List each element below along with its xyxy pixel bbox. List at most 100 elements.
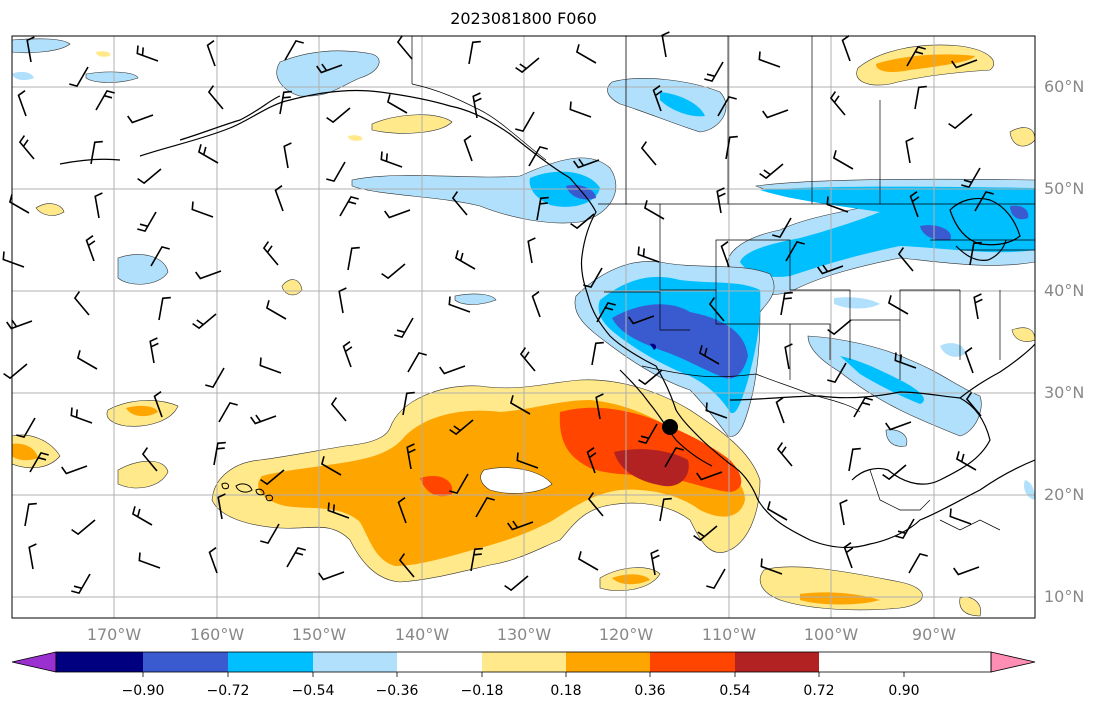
wind-barb (18, 135, 35, 160)
wind-barb (61, 465, 88, 475)
colorbar-min-extension (11, 651, 57, 673)
wind-barb (330, 397, 347, 422)
wind-barb (776, 442, 793, 467)
lon-label-90w: 90°W (911, 625, 957, 644)
wind-barb (516, 452, 539, 469)
wind-barb (195, 270, 222, 280)
wind-barb (698, 345, 720, 365)
colorbar-segment (566, 652, 650, 672)
wind-barb (2, 251, 25, 268)
colorbar-tick-label: 0.36 (634, 683, 666, 699)
wind-barb (575, 44, 597, 64)
wind-barb (839, 499, 848, 526)
colorbar-tick-label: −0.90 (121, 683, 165, 699)
wind-barb (463, 135, 473, 162)
lon-label-140w: 140°W (394, 625, 450, 644)
wind-barb (213, 441, 226, 466)
colorbar-tick-label: 0.18 (550, 683, 582, 699)
wind-barb (638, 423, 658, 445)
wind-barb (207, 85, 224, 110)
wind-barb (643, 200, 665, 220)
wind-barb (380, 151, 403, 168)
colorbar-tick-label: −0.18 (460, 683, 504, 699)
map-title: 2023081800 F060 (450, 9, 597, 28)
colorbar-tick-label: −0.72 (206, 683, 250, 699)
wind-barb (316, 63, 343, 74)
wind-barb (706, 568, 726, 590)
wind-barb (527, 237, 536, 264)
storm-center-marker (662, 419, 678, 435)
wind-barb (449, 419, 474, 436)
wind-barb (780, 291, 793, 316)
wind-barb (775, 397, 785, 424)
colorbar-tick-label: 0.54 (719, 683, 751, 699)
wind-barb (279, 90, 292, 115)
wind-barb (573, 158, 600, 169)
wind-barb (326, 161, 346, 183)
wind-barb (570, 213, 595, 230)
wind-barb (402, 391, 415, 416)
lon-label-100w: 100°W (803, 625, 859, 644)
wind-barb (841, 35, 851, 62)
graticule (12, 36, 1035, 618)
wind-barb (274, 185, 284, 212)
wind-barb (509, 395, 531, 415)
wind-barb (326, 107, 351, 124)
colorbar-segment (650, 652, 735, 672)
wind-barb (26, 36, 35, 63)
wind-barb (784, 343, 793, 370)
wind-barb (829, 91, 846, 116)
lon-label-130w: 130°W (496, 625, 552, 644)
wind-barb (208, 547, 218, 574)
wind-barb (131, 506, 153, 526)
wind-barb (339, 195, 359, 217)
colorbar-segment (313, 652, 397, 672)
islands (221, 482, 273, 502)
wind-barb (661, 31, 670, 58)
wind-barb (265, 300, 287, 320)
wind-barbs (2, 31, 994, 595)
wind-barb (260, 469, 285, 486)
wind-barb (454, 250, 476, 270)
wind-barb (286, 546, 306, 568)
wind-barb (381, 263, 406, 280)
wind-barb (192, 313, 217, 330)
wind-barb (953, 566, 980, 576)
wind-barb (262, 241, 279, 266)
wind-barb (259, 357, 282, 374)
wind-barb (908, 552, 928, 574)
wind-barb (6, 319, 33, 330)
colorbar-segment (482, 652, 566, 672)
wind-barb (507, 520, 534, 531)
wind-barb (853, 396, 873, 418)
colorbar-max-extension (990, 651, 1036, 673)
colorbar-segment (397, 652, 482, 672)
wind-barb (136, 45, 159, 62)
wind-barb (17, 90, 27, 117)
wind-barb (384, 209, 411, 219)
wind-barb (397, 497, 407, 524)
wind-barb (28, 543, 37, 570)
colorbar-segment (228, 652, 313, 672)
lon-label-150w: 150°W (291, 625, 347, 644)
wind-barb (955, 451, 977, 471)
wind-barb (969, 241, 982, 266)
wind-barb (949, 508, 972, 525)
wind-barb (71, 573, 91, 595)
wind-barb (586, 447, 597, 474)
lat-label-20n: 20°N (1044, 485, 1085, 504)
wind-barb (909, 191, 920, 218)
colorbar-tick-label: 0.72 (803, 683, 835, 699)
map-frame (11, 35, 1036, 619)
lat-label-40n: 40°N (1044, 281, 1085, 300)
wind-barb (827, 319, 852, 336)
wind-barb (150, 245, 170, 267)
wind-barb (882, 464, 907, 481)
wind-barb (596, 301, 616, 323)
wind-barb (206, 40, 216, 67)
wind-barb (569, 101, 592, 118)
colorbar-tick-label: −0.54 (291, 683, 335, 699)
wind-barb (885, 421, 912, 431)
wind-barb (468, 40, 481, 65)
wind-barb (716, 187, 726, 214)
